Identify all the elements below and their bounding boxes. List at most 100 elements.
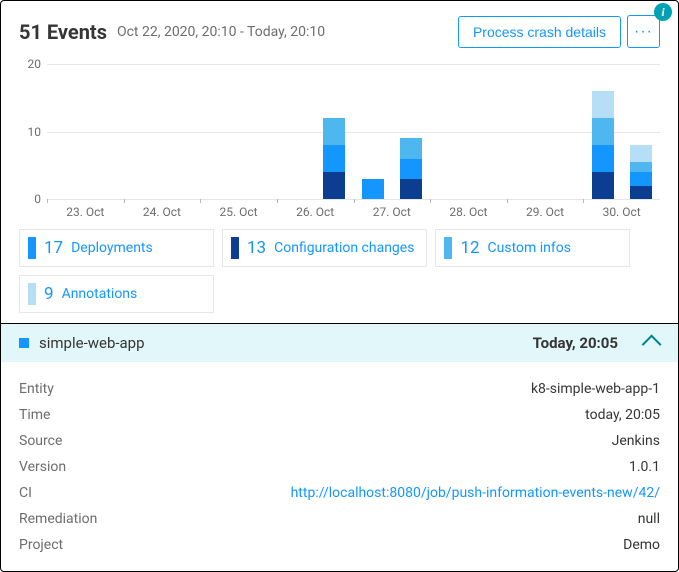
bar-slot bbox=[47, 64, 85, 199]
bar-segment-annotations bbox=[592, 91, 614, 118]
bar-segment-config bbox=[323, 172, 345, 199]
process-crash-button[interactable]: Process crash details bbox=[458, 16, 621, 48]
bar-slot bbox=[162, 64, 200, 199]
bar-slot bbox=[468, 64, 506, 199]
legend-count: 17 bbox=[44, 238, 63, 258]
detail-value: Demo bbox=[623, 537, 660, 553]
events-top-section: i 51 Events Oct 22, 2020, 20:10 - Today,… bbox=[1, 1, 678, 323]
bar-segment-config bbox=[592, 172, 614, 199]
bar-slot bbox=[507, 64, 545, 199]
x-tick bbox=[47, 199, 48, 203]
legend-label: Configuration changes bbox=[274, 240, 414, 256]
bar-stack[interactable] bbox=[323, 118, 345, 199]
legend-swatch bbox=[444, 237, 452, 259]
legend-swatch bbox=[231, 237, 239, 259]
x-tick bbox=[583, 199, 584, 203]
bar-slot bbox=[200, 64, 238, 199]
detail-key: Time bbox=[19, 407, 139, 423]
x-tick-label: 24. Oct bbox=[124, 205, 201, 219]
bar-segment-deployments bbox=[630, 172, 652, 186]
chart-x-axis: 23. Oct24. Oct25. Oct26. Oct27. Oct28. O… bbox=[47, 205, 660, 219]
events-chart: 20 10 0 bbox=[19, 64, 660, 199]
event-row-header[interactable]: simple-web-app Today, 20:05 bbox=[1, 324, 678, 362]
header-actions: Process crash details ··· bbox=[458, 15, 660, 48]
detail-key: Version bbox=[19, 459, 139, 475]
detail-row: Project Demo bbox=[19, 532, 660, 558]
bar-segment-config bbox=[400, 179, 422, 199]
event-type-swatch bbox=[19, 338, 29, 348]
legend-label: Annotations bbox=[62, 286, 138, 302]
bar-stack[interactable] bbox=[362, 179, 384, 199]
bar-segment-deployments bbox=[362, 179, 384, 199]
bar-slot bbox=[85, 64, 123, 199]
legend-count: 12 bbox=[460, 238, 479, 258]
bar-segment-config bbox=[630, 186, 652, 200]
chart-bars bbox=[47, 64, 660, 199]
bar-slot bbox=[430, 64, 468, 199]
bar-stack[interactable] bbox=[630, 145, 652, 199]
detail-row: Source Jenkins bbox=[19, 428, 660, 454]
bar-slot bbox=[315, 64, 353, 199]
detail-row: Remediationnull bbox=[19, 506, 660, 532]
legend-item[interactable]: 12 Custom infos bbox=[435, 229, 630, 267]
bar-segment-custom bbox=[592, 118, 614, 145]
legend-swatch bbox=[28, 237, 36, 259]
bar-stack[interactable] bbox=[400, 138, 422, 199]
bar-slot bbox=[124, 64, 162, 199]
legend-item[interactable]: 13Configuration changes bbox=[222, 229, 427, 267]
bar-stack[interactable] bbox=[592, 91, 614, 199]
event-details: Entity k8-simple-web-app-1 Time today, 20:0… bbox=[1, 362, 678, 572]
legend-swatch bbox=[28, 283, 36, 305]
legend-item[interactable]: 9 Annotations bbox=[19, 275, 214, 313]
x-tick bbox=[124, 199, 125, 203]
legend-item[interactable]: 17 Deployments bbox=[19, 229, 214, 267]
x-tick bbox=[277, 199, 278, 203]
legend-label: Deployments bbox=[71, 240, 153, 256]
bar-slot bbox=[622, 64, 660, 199]
bar-segment-custom bbox=[630, 162, 652, 172]
detail-key: Remediation bbox=[19, 511, 139, 527]
bar-slot bbox=[392, 64, 430, 199]
bar-segment-deployments bbox=[400, 159, 422, 179]
detail-row: Time today, 20:05 bbox=[19, 402, 660, 428]
bar-segment-deployments bbox=[323, 145, 345, 172]
x-tick-label: 23. Oct bbox=[47, 205, 124, 219]
more-actions-button[interactable]: ··· bbox=[627, 15, 660, 48]
event-row-title: simple-web-app bbox=[39, 334, 145, 352]
events-panel: i 51 Events Oct 22, 2020, 20:10 - Today,… bbox=[0, 0, 679, 572]
x-tick bbox=[200, 199, 201, 203]
info-icon[interactable]: i bbox=[654, 3, 672, 21]
events-title: 51 Events bbox=[19, 20, 107, 44]
y-tick-label: 0 bbox=[19, 192, 41, 206]
detail-row: CI http://localhost:8080/job/push-informa… bbox=[19, 480, 660, 506]
detail-row: Entity k8-simple-web-app-1 bbox=[19, 376, 660, 402]
legend-count: 9 bbox=[44, 284, 54, 304]
detail-key: Project bbox=[19, 537, 139, 553]
chart-legend: 17 Deployments 13Configuration changes 12 Cu… bbox=[19, 229, 660, 313]
x-tick-label: 26. Oct bbox=[277, 205, 354, 219]
x-tick-label: 28. Oct bbox=[430, 205, 507, 219]
detail-value: Jenkins bbox=[612, 433, 660, 449]
detail-key: Source bbox=[19, 433, 139, 449]
y-tick-label: 20 bbox=[19, 57, 41, 71]
event-row-time: Today, 20:05 bbox=[533, 334, 618, 352]
x-tick-label: 29. Oct bbox=[507, 205, 584, 219]
x-tick bbox=[507, 199, 508, 203]
bar-slot bbox=[277, 64, 315, 199]
bar-slot bbox=[583, 64, 621, 199]
detail-key: CI bbox=[19, 485, 139, 501]
chevron-up-icon bbox=[642, 335, 662, 355]
header-row: 51 Events Oct 22, 2020, 20:10 - Today, 2… bbox=[19, 15, 660, 48]
x-tick-label: 27. Oct bbox=[354, 205, 431, 219]
detail-value-link[interactable]: http://localhost:8080/job/push-informati… bbox=[291, 485, 660, 501]
bar-segment-custom bbox=[400, 138, 422, 158]
detail-key: Entity bbox=[19, 381, 139, 397]
detail-value: today, 20:05 bbox=[585, 407, 660, 423]
bar-segment-annotations bbox=[630, 145, 652, 162]
bar-slot bbox=[545, 64, 583, 199]
x-tick bbox=[354, 199, 355, 203]
detail-value: k8-simple-web-app-1 bbox=[531, 381, 660, 397]
bar-segment-custom bbox=[323, 118, 345, 145]
legend-label: Custom infos bbox=[488, 240, 571, 256]
x-tick bbox=[430, 199, 431, 203]
